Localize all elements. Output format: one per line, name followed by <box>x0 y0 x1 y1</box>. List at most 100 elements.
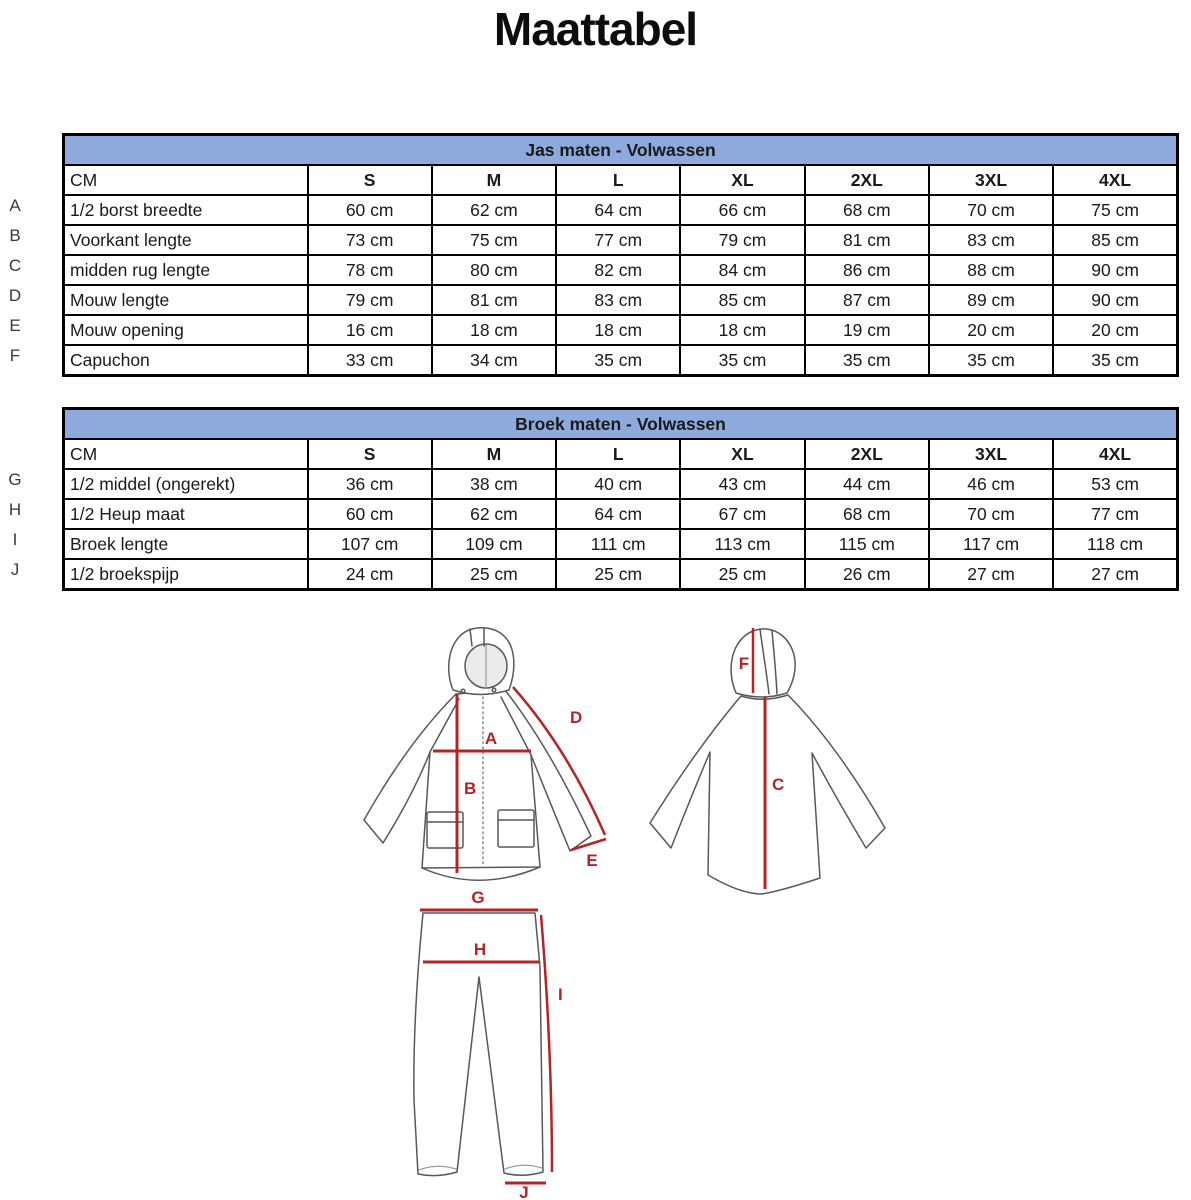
measure-label-cell: Voorkant lengte <box>62 224 309 256</box>
measure-value-cell: 80 cm <box>430 254 558 286</box>
measure-value-cell: 24 cm <box>306 558 433 591</box>
table-row: Voorkant lengte 73 cm 75 cm 77 cm 79 cm 81 cm… <box>62 224 1179 256</box>
measure-value-cell: 77 cm <box>1052 498 1179 530</box>
measure-label-cell: 1/2 borst breedte <box>62 194 309 226</box>
size-header-cell: M <box>430 438 558 470</box>
measure-value-cell: 68 cm <box>803 194 930 226</box>
measure-value-cell: 60 cm <box>306 498 433 530</box>
size-header-cell: 3XL <box>927 438 1055 470</box>
measure-value-cell: 81 cm <box>430 284 558 316</box>
measure-label-c: C <box>772 775 784 794</box>
measure-value-cell: 35 cm <box>927 344 1055 377</box>
measure-value-cell: 64 cm <box>555 498 682 530</box>
measure-value-cell: 27 cm <box>1052 558 1179 591</box>
pants-table-title: Broek maten - Volwassen <box>62 407 1179 440</box>
size-header-cell: XL <box>679 438 806 470</box>
measure-value-cell: 67 cm <box>679 498 806 530</box>
measure-value-cell: 25 cm <box>679 558 806 591</box>
measure-value-cell: 62 cm <box>430 498 558 530</box>
measure-label-cell: Mouw lengte <box>62 284 309 316</box>
jacket-front-raglan-seams <box>429 696 532 756</box>
measure-value-cell: 44 cm <box>803 468 930 500</box>
measure-line-e <box>570 837 607 852</box>
measure-value-cell: 115 cm <box>803 528 930 560</box>
measure-value-cell: 27 cm <box>927 558 1055 591</box>
size-header-cell: 4XL <box>1052 164 1179 196</box>
jacket-front-hood-notch <box>469 627 485 647</box>
measure-value-cell: 70 cm <box>927 194 1055 226</box>
measure-value-cell: 20 cm <box>927 314 1055 346</box>
measure-value-cell: 36 cm <box>306 468 433 500</box>
table-row: Capuchon 33 cm 34 cm 35 cm 35 cm 35 cm 35 cm 35… <box>62 344 1179 377</box>
measure-value-cell: 40 cm <box>555 468 682 500</box>
measure-value-cell: 109 cm <box>430 528 558 560</box>
measure-value-cell: 35 cm <box>679 344 806 377</box>
measure-value-cell: 25 cm <box>555 558 682 591</box>
measure-label-cell: Broek lengte <box>62 528 309 560</box>
measure-value-cell: 89 cm <box>927 284 1055 316</box>
table-row: 1/2 borst breedte 60 cm 62 cm 64 cm 66 cm 68 … <box>62 194 1179 226</box>
jacket-size-table: Jas maten - Volwassen CM S M L XL 2XL 3XL 4XL 1/2… <box>62 133 1179 377</box>
row-letter-d: D <box>8 286 22 305</box>
pants-diagram: G H I J <box>413 888 563 1200</box>
jacket-table: Jas maten - Volwassen CM S M L XL 2XL 3XL 4XL 1/2… <box>62 133 1179 377</box>
size-header-cell: 4XL <box>1052 438 1179 470</box>
measure-value-cell: 73 cm <box>306 224 433 256</box>
measure-value-cell: 60 cm <box>306 194 433 226</box>
row-letter-a: A <box>9 196 21 215</box>
measure-value-cell: 66 cm <box>679 194 806 226</box>
measure-value-cell: 117 cm <box>927 528 1055 560</box>
table-row: 1/2 middel (ongerekt) 36 cm 38 cm 40 cm 43 c… <box>62 468 1179 500</box>
measure-value-cell: 79 cm <box>306 284 433 316</box>
jacket-back-hood-seams <box>759 628 778 695</box>
measure-label-cell: Capuchon <box>62 344 309 377</box>
measure-value-cell: 20 cm <box>1052 314 1179 346</box>
measure-value-cell: 75 cm <box>430 224 558 256</box>
jacket-front-left-pocket <box>426 811 464 849</box>
measure-label-g: G <box>471 888 484 907</box>
measure-value-cell: 18 cm <box>679 314 806 346</box>
measure-label-h: H <box>474 940 486 959</box>
table-row: midden rug lengte 78 cm 80 cm 82 cm 84 cm 86 … <box>62 254 1179 286</box>
page-title: Maattabel <box>493 3 698 55</box>
measure-value-cell: 19 cm <box>803 314 930 346</box>
unit-header-cell: CM <box>62 164 309 196</box>
measure-value-cell: 87 cm <box>803 284 930 316</box>
measure-value-cell: 107 cm <box>306 528 433 560</box>
measure-label-cell: 1/2 middel (ongerekt) <box>62 468 309 500</box>
measure-value-cell: 81 cm <box>803 224 930 256</box>
measure-value-cell: 84 cm <box>679 254 806 286</box>
size-header-cell: S <box>306 164 433 196</box>
jacket-front-diagram: A B D E <box>363 627 607 881</box>
measure-value-cell: 18 cm <box>430 314 558 346</box>
measure-label-cell: Mouw opening <box>62 314 309 346</box>
table-row: 1/2 Heup maat 60 cm 62 cm 64 cm 67 cm 68 cm 70… <box>62 498 1179 530</box>
measure-label-a: A <box>485 729 497 748</box>
size-header-cell: L <box>555 438 682 470</box>
measure-label-d: D <box>570 708 582 727</box>
row-letter-e: E <box>9 316 21 335</box>
row-letter-b: B <box>9 226 21 245</box>
table-row: Mouw lengte 79 cm 81 cm 83 cm 85 cm 87 cm 89 c… <box>62 284 1179 316</box>
measure-value-cell: 83 cm <box>927 224 1055 256</box>
row-letter-h: H <box>8 500 22 519</box>
jacket-back-hood <box>730 628 796 698</box>
jacket-back-body <box>649 694 886 895</box>
measure-label-cell: 1/2 broekspijp <box>62 558 309 591</box>
pants-table: Broek maten - Volwassen CM S M L XL 2XL 3XL 4XL 1… <box>62 407 1179 591</box>
measure-value-cell: 35 cm <box>803 344 930 377</box>
measure-value-cell: 64 cm <box>555 194 682 226</box>
measure-label-cell: midden rug lengte <box>62 254 309 286</box>
measure-value-cell: 118 cm <box>1052 528 1179 560</box>
jacket-front-body <box>363 689 592 869</box>
measure-label-i: I <box>558 985 563 1004</box>
measure-label-b: B <box>464 779 476 798</box>
measure-value-cell: 85 cm <box>1052 224 1179 256</box>
measure-value-cell: 75 cm <box>1052 194 1179 226</box>
row-letter-i: I <box>12 530 18 549</box>
measurement-diagrams: A B D E F C G H I J <box>363 627 886 1200</box>
measure-value-cell: 53 cm <box>1052 468 1179 500</box>
table-row: 1/2 broekspijp 24 cm 25 cm 25 cm 25 cm 26 cm 2… <box>62 558 1179 591</box>
measure-value-cell: 35 cm <box>555 344 682 377</box>
pants-size-table: Broek maten - Volwassen CM S M L XL 2XL 3XL 4XL 1… <box>62 407 1179 591</box>
